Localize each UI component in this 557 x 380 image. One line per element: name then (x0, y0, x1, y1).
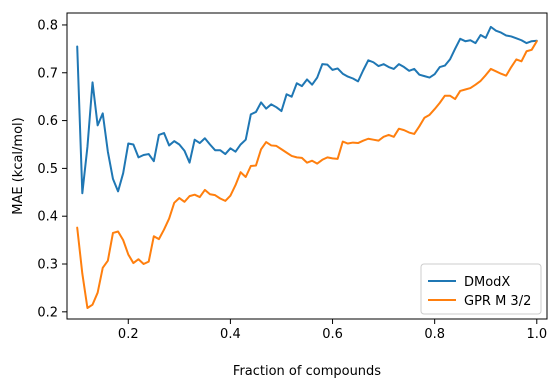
y-tick-label: 0.6 (37, 114, 58, 129)
y-tick-label: 0.8 (37, 18, 58, 33)
plot-area: 0.2 0.4 0.6 0.8 1.0 0.2 0.3 0.4 0.5 0.6 0.7 0.8 (37, 12, 548, 342)
legend-label-gpr: GPR M 3/2 (464, 294, 531, 309)
x-tick-label: 0.4 (220, 327, 241, 342)
y-axis-label: MAE (kcal/mol) (11, 117, 26, 214)
x-tick-label: 0.6 (322, 327, 343, 342)
y-tick-label: 0.3 (37, 258, 58, 273)
x-tick-label: 1.0 (526, 327, 547, 342)
y-tick-label: 0.5 (37, 162, 58, 177)
y-tick-label: 0.4 (37, 210, 58, 225)
y-axis-ticks: 0.2 0.3 0.4 0.5 0.6 0.7 0.8 (37, 18, 67, 320)
series-line-dmodx (76, 25, 538, 195)
y-tick-label: 0.2 (37, 305, 58, 320)
legend-label-dmodx: DModX (464, 275, 510, 290)
x-axis-ticks: 0.2 0.4 0.6 0.8 1.0 (118, 319, 547, 342)
x-tick-label: 0.8 (424, 327, 445, 342)
x-axis-label: Fraction of compounds (233, 364, 381, 379)
x-tick-label: 0.2 (118, 327, 139, 342)
legend: DModX GPR M 3/2 (420, 263, 542, 315)
legend-box (420, 263, 542, 315)
series-line-gpr-m-3-2 (76, 40, 538, 309)
y-tick-label: 0.7 (37, 66, 58, 81)
series-layer (76, 25, 538, 309)
